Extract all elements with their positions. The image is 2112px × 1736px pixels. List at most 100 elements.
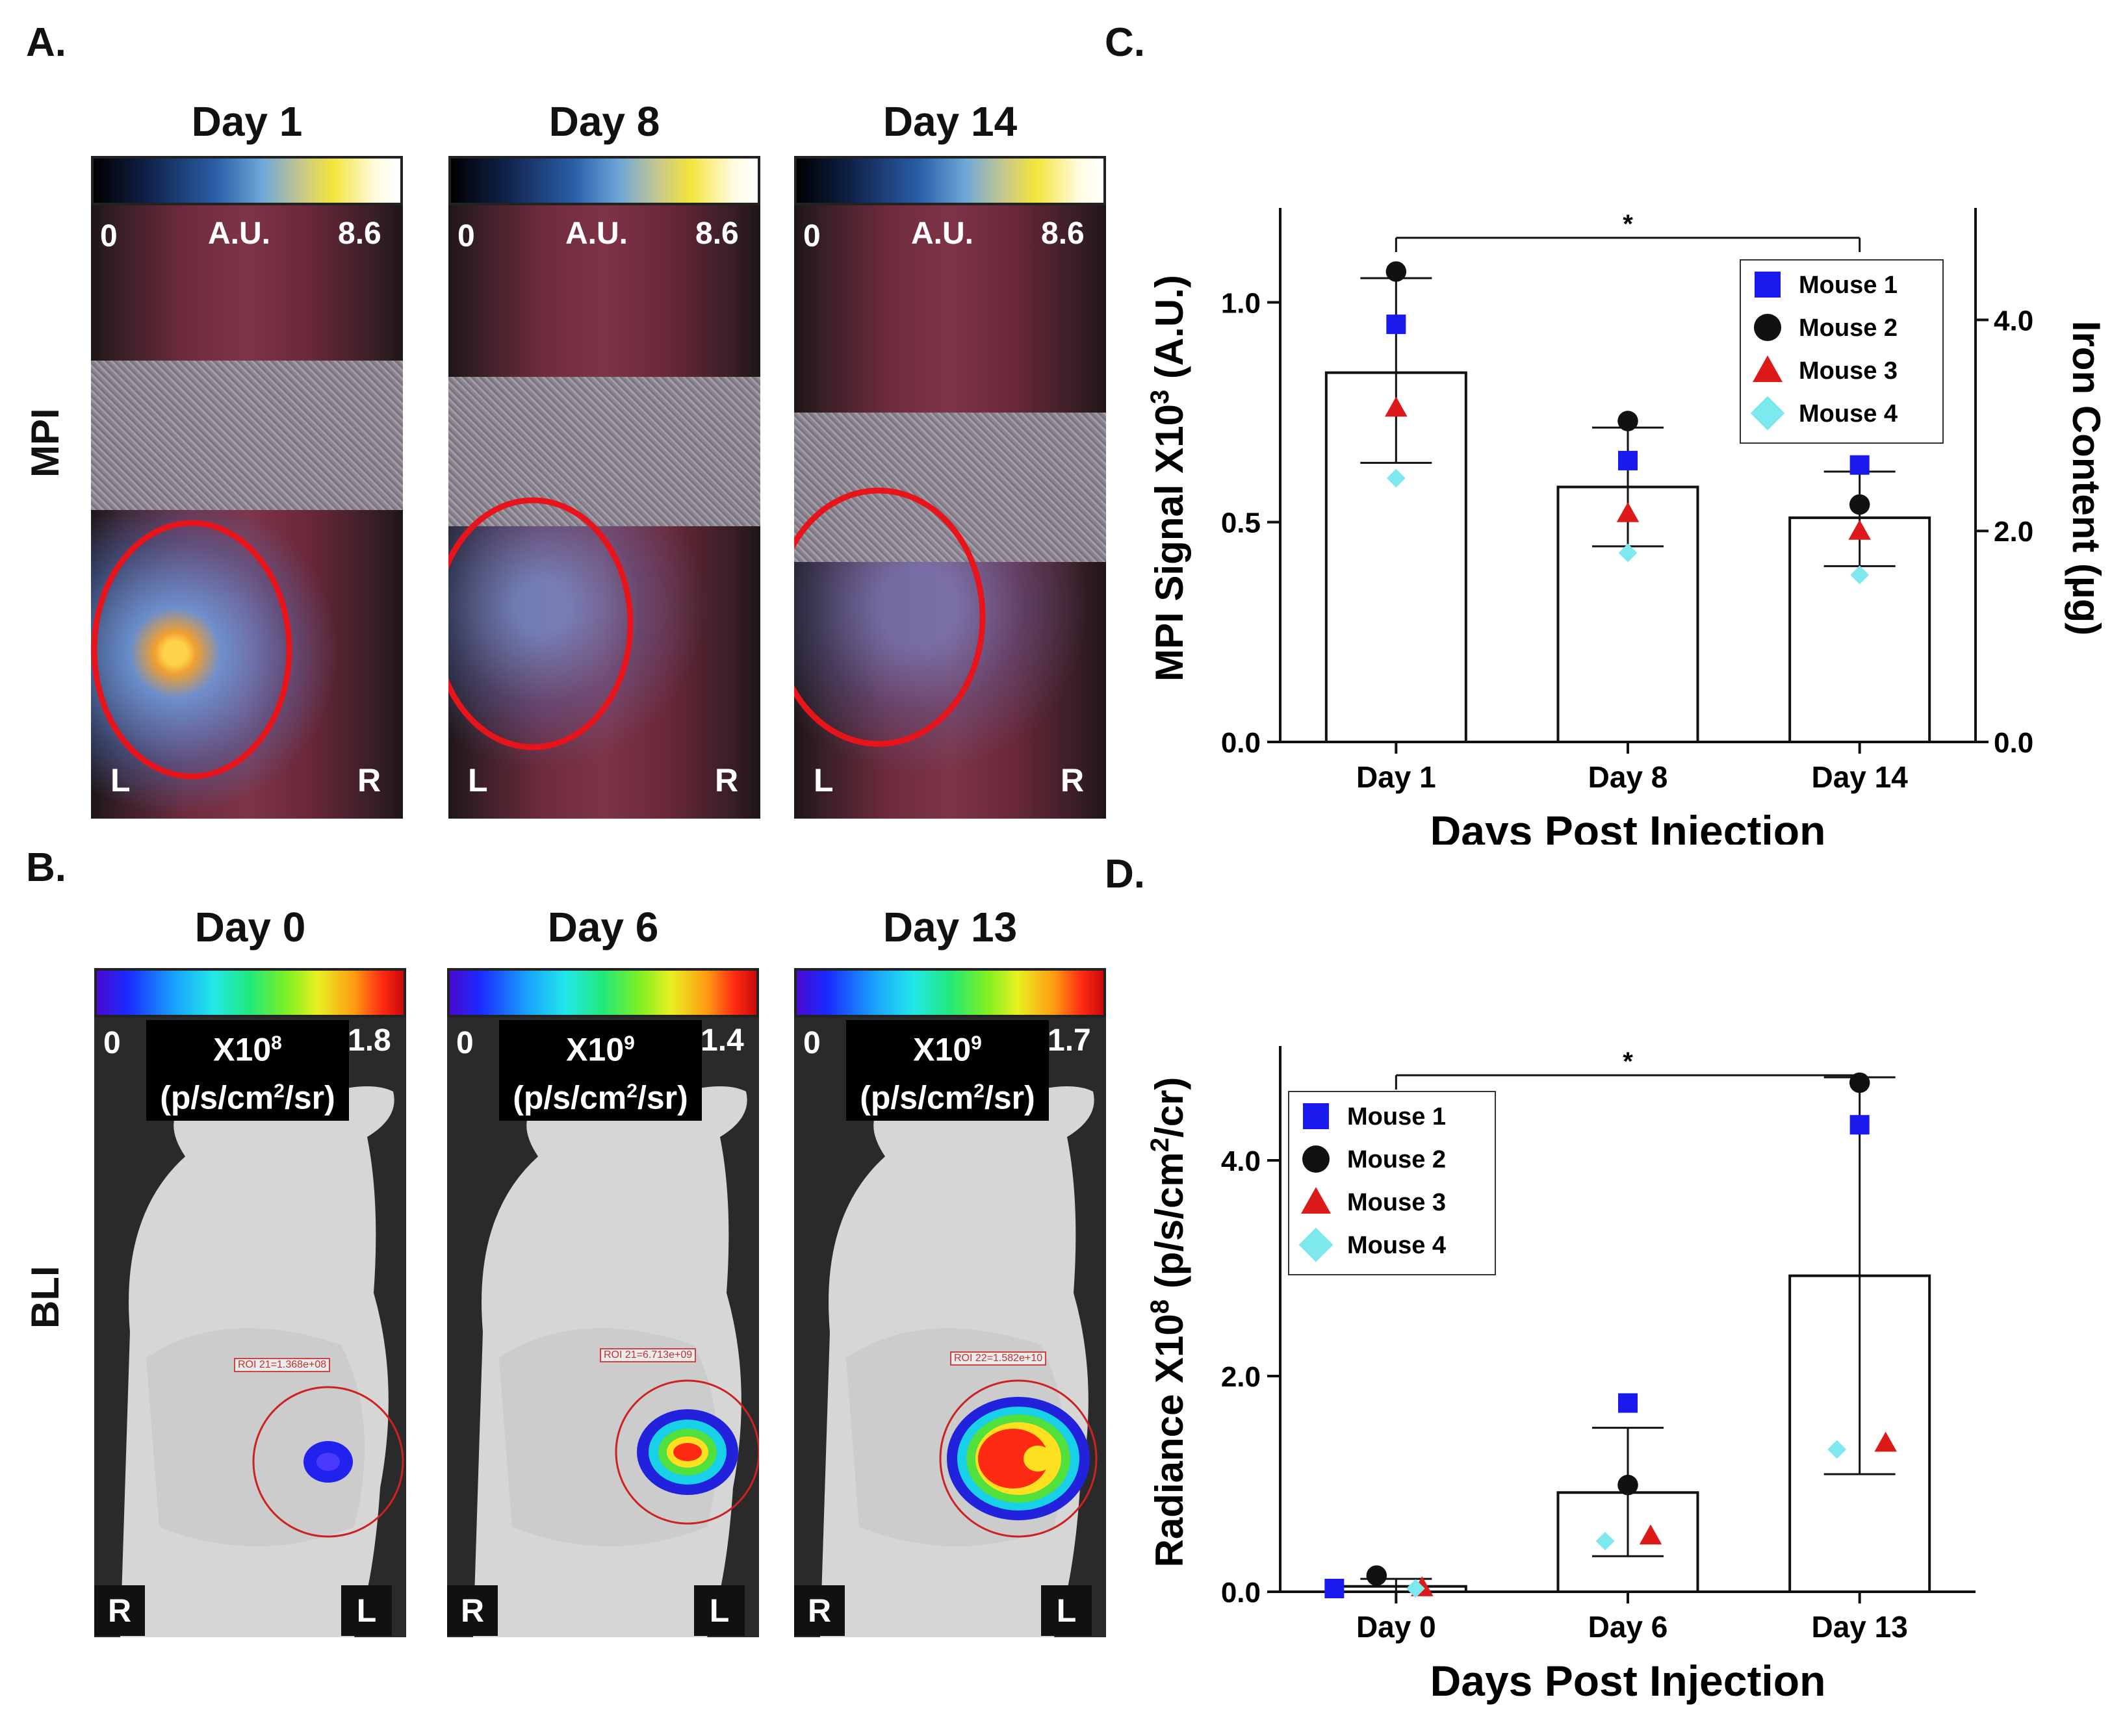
unit-text-a: (p/s/cm (513, 1079, 627, 1116)
left-side-label: L (814, 762, 834, 798)
panel-label-a: A. (26, 20, 66, 65)
data-point-mouse2 (1617, 411, 1638, 431)
unit-exponent: 9 (624, 1032, 635, 1054)
panel-label-d: D. (1105, 852, 1145, 897)
colorbar-max: 1.7 (1048, 1023, 1091, 1058)
data-point-mouse2 (1366, 1565, 1387, 1586)
y-tick-label: 0.0 (1221, 1577, 1261, 1609)
legend-marker-mouse2 (1302, 1145, 1330, 1173)
colorbar-max: 1.4 (701, 1023, 744, 1058)
unit-scale: X10 (913, 1031, 972, 1068)
left-side-label: R (94, 1585, 145, 1636)
bli-colorbar (447, 968, 759, 1017)
row-label-mpi: MPI (23, 408, 67, 478)
row-label-bli: BLI (23, 1266, 67, 1329)
bli-day-title: Day 13 (882, 904, 1018, 951)
y-axis-label-tail2: /cr) (1148, 1077, 1191, 1138)
legend-label: Mouse 1 (1799, 272, 1898, 299)
colorbar-max: 8.6 (1041, 216, 1085, 251)
mpi-image (91, 156, 403, 819)
roi-ellipse (448, 497, 634, 750)
mpi-colorbar (91, 156, 403, 205)
significance-star: * (1623, 210, 1633, 238)
colorbar-min: 0 (803, 1026, 821, 1060)
y-axis-label-sup2: 2 (1146, 1138, 1174, 1152)
data-point-mouse1 (1386, 314, 1406, 335)
y-axis-label: MPI Signal X103 (A.U.) (1146, 275, 1191, 682)
right-side-label: R (357, 762, 381, 798)
y2-axis-label: Iron Content (µg) (2065, 321, 2108, 635)
right-side-label: L (1041, 1585, 1092, 1636)
unit-text-a: (p/s/cm (860, 1079, 974, 1116)
y-axis-label-sup: 3 (1146, 390, 1174, 404)
y2-tick-label: 2.0 (1994, 516, 2033, 548)
unit-exponent: 9 (971, 1032, 982, 1054)
data-point-mouse1 (1849, 1115, 1870, 1135)
legend-marker-mouse4 (1750, 396, 1785, 431)
panel-label-c: C. (1105, 20, 1145, 65)
colorbar-unit: A.U. (911, 216, 973, 251)
colorbar-min: 0 (457, 219, 475, 253)
data-point-mouse2 (1849, 494, 1870, 515)
y-axis-label-main: MPI Signal X10 (1148, 404, 1191, 682)
roi-ellipse (794, 487, 986, 747)
unit-exponent: 8 (271, 1032, 282, 1054)
y-axis-label-sup: 8 (1146, 1299, 1174, 1314)
unit-text-sup: 2 (626, 1080, 637, 1102)
right-side-label: L (694, 1585, 745, 1636)
legend-label: Mouse 3 (1799, 357, 1898, 385)
colorbar-min: 0 (803, 219, 821, 253)
bli-colorbar (94, 968, 406, 1017)
roi-label: ROI 21=6.713e+09 (600, 1348, 697, 1362)
data-point-mouse4 (1850, 565, 1870, 585)
data-point-mouse1 (1618, 1393, 1638, 1413)
x-tick-label: Day 14 (1811, 760, 1908, 794)
data-point-mouse1 (1849, 455, 1870, 475)
colorbar-max: 1.8 (348, 1023, 391, 1058)
legend-marker-mouse2 (1754, 314, 1781, 341)
mpi-day-title: Day 1 (191, 98, 303, 145)
left-side-label: R (794, 1585, 845, 1636)
y2-tick-label: 0.0 (1994, 727, 2033, 759)
y-axis-label-tail: (A.U.) (1148, 275, 1191, 390)
data-point-mouse2 (1617, 1474, 1638, 1496)
data-point-mouse3 (1848, 519, 1871, 540)
legend-marker-mouse3 (1301, 1187, 1331, 1214)
data-point-mouse4 (1618, 543, 1638, 563)
roi-ellipse (91, 520, 292, 780)
y-tick-label: 1.0 (1221, 287, 1261, 319)
legend-marker-mouse3 (1753, 355, 1783, 382)
right-side-label: R (1061, 762, 1085, 798)
colorbar-unit-box: X109 (p/s/cm2/sr) (499, 1020, 702, 1121)
panel-label-b: B. (26, 845, 66, 890)
data-point-mouse1 (1618, 450, 1638, 470)
x-axis-label: Days Post Injection (1430, 1657, 1826, 1705)
colorbar-unit-box: X108 (p/s/cm2/sr) (146, 1020, 349, 1121)
y-axis-label-main: Radiance X10 (1148, 1314, 1191, 1567)
y2-tick-label: 4.0 (1994, 305, 2033, 337)
data-point-mouse1 (1324, 1579, 1345, 1599)
colorbar-min: 0 (456, 1026, 474, 1060)
bli-colorbar (794, 968, 1106, 1017)
data-point-mouse3 (1874, 1431, 1897, 1452)
bli-day-title: Day 0 (194, 904, 306, 951)
unit-text-sup: 2 (274, 1080, 285, 1102)
legend-marker-mouse4 (1298, 1227, 1333, 1262)
legend-label: Mouse 1 (1347, 1103, 1446, 1130)
colorbar-min: 0 (103, 1026, 121, 1060)
left-side-label: L (110, 762, 131, 798)
x-tick-label: Day 13 (1811, 1610, 1907, 1644)
legend-label: Mouse 2 (1799, 314, 1898, 342)
mpi-image (448, 156, 760, 819)
left-side-label: L (468, 762, 488, 798)
y-tick-label: 4.0 (1221, 1145, 1261, 1177)
unit-text-sup: 2 (973, 1080, 985, 1102)
mouse-silhouette (820, 1086, 1098, 1637)
roi-label: ROI 22=1.582e+10 (950, 1351, 1047, 1366)
mpi-image (794, 156, 1106, 819)
unit-text-a: (p/s/cm (160, 1079, 274, 1116)
legend-marker-mouse1 (1755, 272, 1781, 298)
x-tick-label: Day 6 (1588, 1610, 1668, 1644)
data-point-mouse2 (1385, 261, 1407, 282)
y-tick-label: 0.0 (1221, 727, 1261, 759)
